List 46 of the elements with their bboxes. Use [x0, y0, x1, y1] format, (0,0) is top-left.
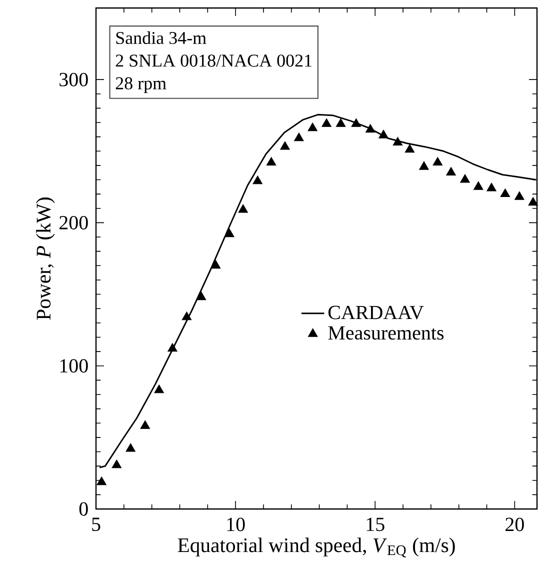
point [500, 188, 510, 198]
x-axis-title: Equatorial wind speed, V$_{EQ}$ (m/s) [178, 538, 455, 558]
annotation: 28 rpm [116, 77, 166, 94]
point [378, 130, 388, 138]
point [182, 312, 192, 320]
point [266, 156, 276, 166]
annotation: Sandia 34-m [116, 31, 206, 44]
point [460, 174, 470, 183]
point [280, 141, 290, 150]
x-tick-label: 5 [92, 518, 100, 531]
point [336, 118, 346, 127]
legend-label: CARDAAV [328, 306, 424, 320]
y-tick-label: 300 [60, 72, 88, 86]
point [514, 191, 524, 200]
point [238, 204, 248, 213]
annotation: 2 SNLA 0018/NACA 0021 [116, 54, 312, 67]
point [308, 122, 318, 132]
point [210, 260, 221, 269]
x-tick-label: 15 [366, 518, 384, 532]
point [196, 292, 206, 300]
point [112, 460, 122, 468]
point [392, 136, 403, 146]
point [154, 384, 164, 394]
point [474, 181, 484, 190]
point [252, 176, 262, 184]
point [486, 182, 496, 192]
y-axis-title: Power, P (kW) [36, 198, 55, 320]
legend-label: Measurements [328, 326, 444, 340]
point [224, 228, 234, 238]
point [322, 118, 332, 127]
y-tick-label: 100 [60, 359, 88, 373]
point [351, 118, 362, 127]
point [404, 144, 415, 153]
x-tick-label: 10 [227, 518, 245, 532]
point [96, 476, 106, 486]
x-tick-label: 20 [506, 518, 524, 532]
point [168, 343, 178, 352]
point [446, 167, 456, 176]
y-tick-label: 0 [79, 502, 88, 516]
point [126, 443, 136, 452]
point [294, 132, 304, 142]
point [419, 161, 429, 170]
y-tick-label: 200 [60, 216, 88, 230]
point [365, 124, 376, 133]
point [432, 156, 443, 166]
point [140, 420, 150, 429]
